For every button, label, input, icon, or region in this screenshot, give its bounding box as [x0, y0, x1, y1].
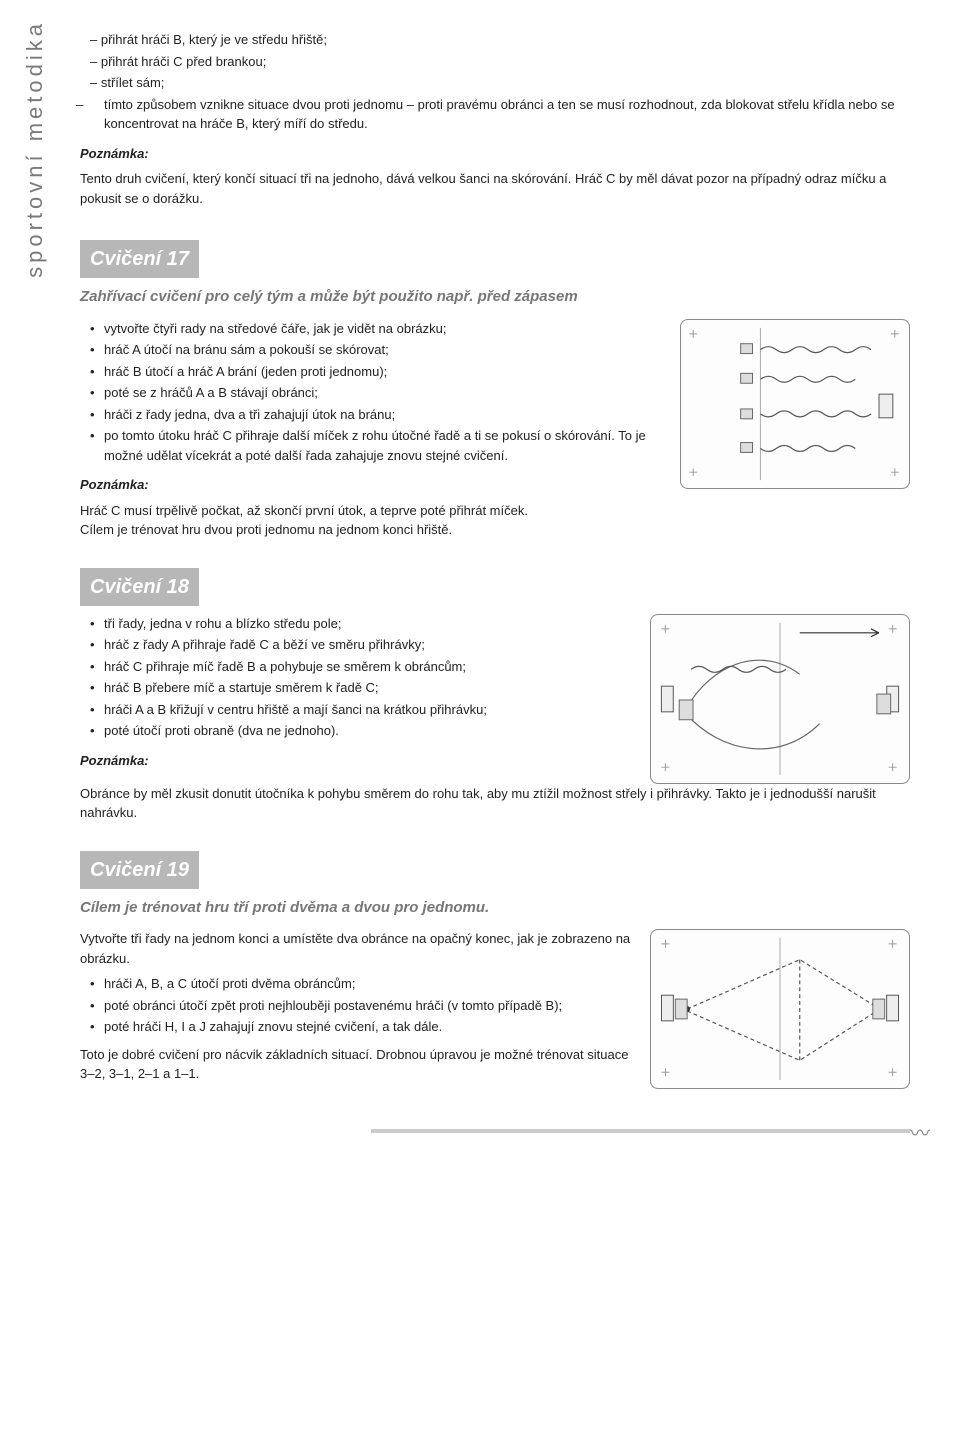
exercise-subtitle: Zahřívací cvičení pro celý tým a může bý… — [80, 286, 910, 309]
note-label: Poznámka: — [80, 475, 664, 495]
list-item: hráč A útočí na bránu sám a pokouší se s… — [104, 340, 664, 360]
diagram-17 — [680, 319, 910, 489]
note-text: Hráč C musí trpělivě počkat, až skončí p… — [80, 501, 910, 540]
exercise-18: Cvičení 18 tři řady, jedna v rohu a blíz… — [80, 554, 910, 823]
list-item: vytvořte čtyři rady na středové čáře, ja… — [104, 319, 664, 339]
list-item: tímto způsobem vznikne situace dvou prot… — [104, 95, 910, 134]
list-item: poté hráči H, I a J zahajují znovu stejn… — [104, 1017, 634, 1037]
list-item: tři řady, jedna v rohu a blízko středu p… — [104, 614, 634, 634]
footer-bar — [371, 1129, 911, 1133]
ex18-list: tři řady, jedna v rohu a blízko středu p… — [80, 614, 634, 741]
list-item: poté obránci útočí zpět proti nejhlouběj… — [104, 996, 634, 1016]
intro-dot-list: tímto způsobem vznikne situace dvou prot… — [80, 95, 910, 134]
list-item: hráč C přihraje míč řadě B a pohybuje se… — [104, 657, 634, 677]
note-label: Poznámka: — [80, 144, 910, 164]
list-item: hráč B útočí a hráč A brání (jeden proti… — [104, 362, 664, 382]
list-item: přihrát hráči B, který je ve středu hřiš… — [104, 30, 910, 50]
exercise-badge: Cvičení 17 — [80, 240, 199, 278]
note-text: Obránce by měl zkusit donutit útočníka k… — [80, 784, 910, 823]
exercise-subtitle: Cílem je trénovat hru tří proti dvěma a … — [80, 897, 910, 920]
list-item: hráči A, B, a C útočí proti dvěma obránc… — [104, 974, 634, 994]
list-item: přihrát hráči C před brankou; — [104, 52, 910, 72]
list-item: hráči z řady jedna, dva a tři zahajují ú… — [104, 405, 664, 425]
list-item: hráči A a B křižují v centru hřiště a ma… — [104, 700, 634, 720]
list-item: poté útočí proti obraně (dva ne jednoho)… — [104, 721, 634, 741]
ex19-list: hráči A, B, a C útočí proti dvěma obránc… — [80, 974, 634, 1037]
exercise-17: Cvičení 17 Zahřívací cvičení pro celý tý… — [80, 226, 910, 540]
note-label: Poznámka: — [80, 751, 634, 771]
ex17-list: vytvořte čtyři rady na středové čáře, ja… — [80, 319, 664, 466]
intro-block: přihrát hráči B, který je ve středu hřiš… — [80, 30, 910, 208]
exercise-19: Cvičení 19 Cílem je trénovat hru tří pro… — [80, 837, 910, 1090]
footer-signature-icon: 〰 — [910, 1119, 930, 1149]
closing-text: Toto je dobré cvičení pro nácvik základn… — [80, 1045, 634, 1084]
vertical-page-title: sportovní metodika — [18, 20, 51, 278]
note-text: Tento druh cvičení, který končí situací … — [80, 169, 910, 208]
list-item: poté se z hráčů A a B stávají obránci; — [104, 383, 664, 403]
page-content: přihrát hráči B, který je ve středu hřiš… — [80, 30, 910, 1133]
list-item: hráč z řady A přihraje řadě C a běží ve … — [104, 635, 634, 655]
intro-dash-list: přihrát hráči B, který je ve středu hřiš… — [80, 30, 910, 93]
exercise-badge: Cvičení 19 — [80, 851, 199, 889]
diagram-18 — [650, 614, 910, 784]
diagram-19 — [650, 929, 910, 1089]
lead-text: Vytvořte tři řady na jednom konci a umís… — [80, 929, 634, 968]
list-item: střílet sám; — [104, 73, 910, 93]
list-item: hráč B přebere míč a startuje směrem k ř… — [104, 678, 634, 698]
list-item: po tomto útoku hráč C přihraje další míč… — [104, 426, 664, 465]
exercise-badge: Cvičení 18 — [80, 568, 199, 606]
